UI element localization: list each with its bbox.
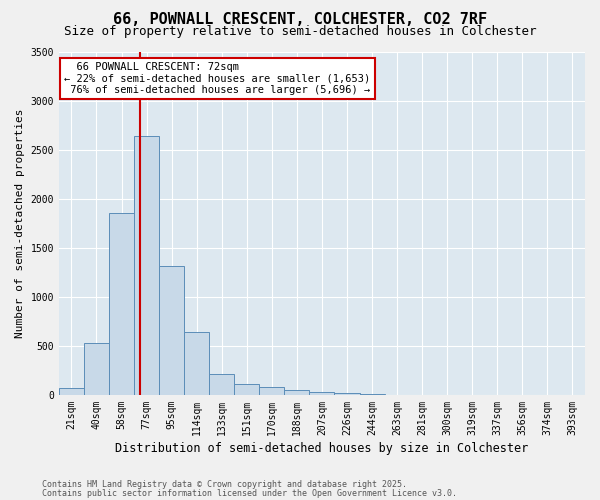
- Bar: [184, 332, 209, 395]
- Bar: [234, 384, 259, 395]
- Bar: [109, 214, 134, 395]
- Text: Contains HM Land Registry data © Crown copyright and database right 2025.: Contains HM Land Registry data © Crown c…: [42, 480, 407, 489]
- Bar: [209, 374, 234, 395]
- Bar: [84, 343, 109, 395]
- Y-axis label: Number of semi-detached properties: Number of semi-detached properties: [15, 108, 25, 338]
- Bar: [359, 394, 385, 395]
- Bar: [134, 136, 159, 395]
- Text: 66 POWNALL CRESCENT: 72sqm
← 22% of semi-detached houses are smaller (1,653)
 76: 66 POWNALL CRESCENT: 72sqm ← 22% of semi…: [64, 62, 370, 95]
- X-axis label: Distribution of semi-detached houses by size in Colchester: Distribution of semi-detached houses by …: [115, 442, 529, 455]
- Bar: [284, 390, 310, 395]
- Text: Size of property relative to semi-detached houses in Colchester: Size of property relative to semi-detach…: [64, 25, 536, 38]
- Bar: [334, 394, 359, 395]
- Bar: [159, 266, 184, 395]
- Text: 66, POWNALL CRESCENT, COLCHESTER, CO2 7RF: 66, POWNALL CRESCENT, COLCHESTER, CO2 7R…: [113, 12, 487, 28]
- Bar: [59, 388, 84, 395]
- Bar: [259, 387, 284, 395]
- Bar: [310, 392, 334, 395]
- Text: Contains public sector information licensed under the Open Government Licence v3: Contains public sector information licen…: [42, 489, 457, 498]
